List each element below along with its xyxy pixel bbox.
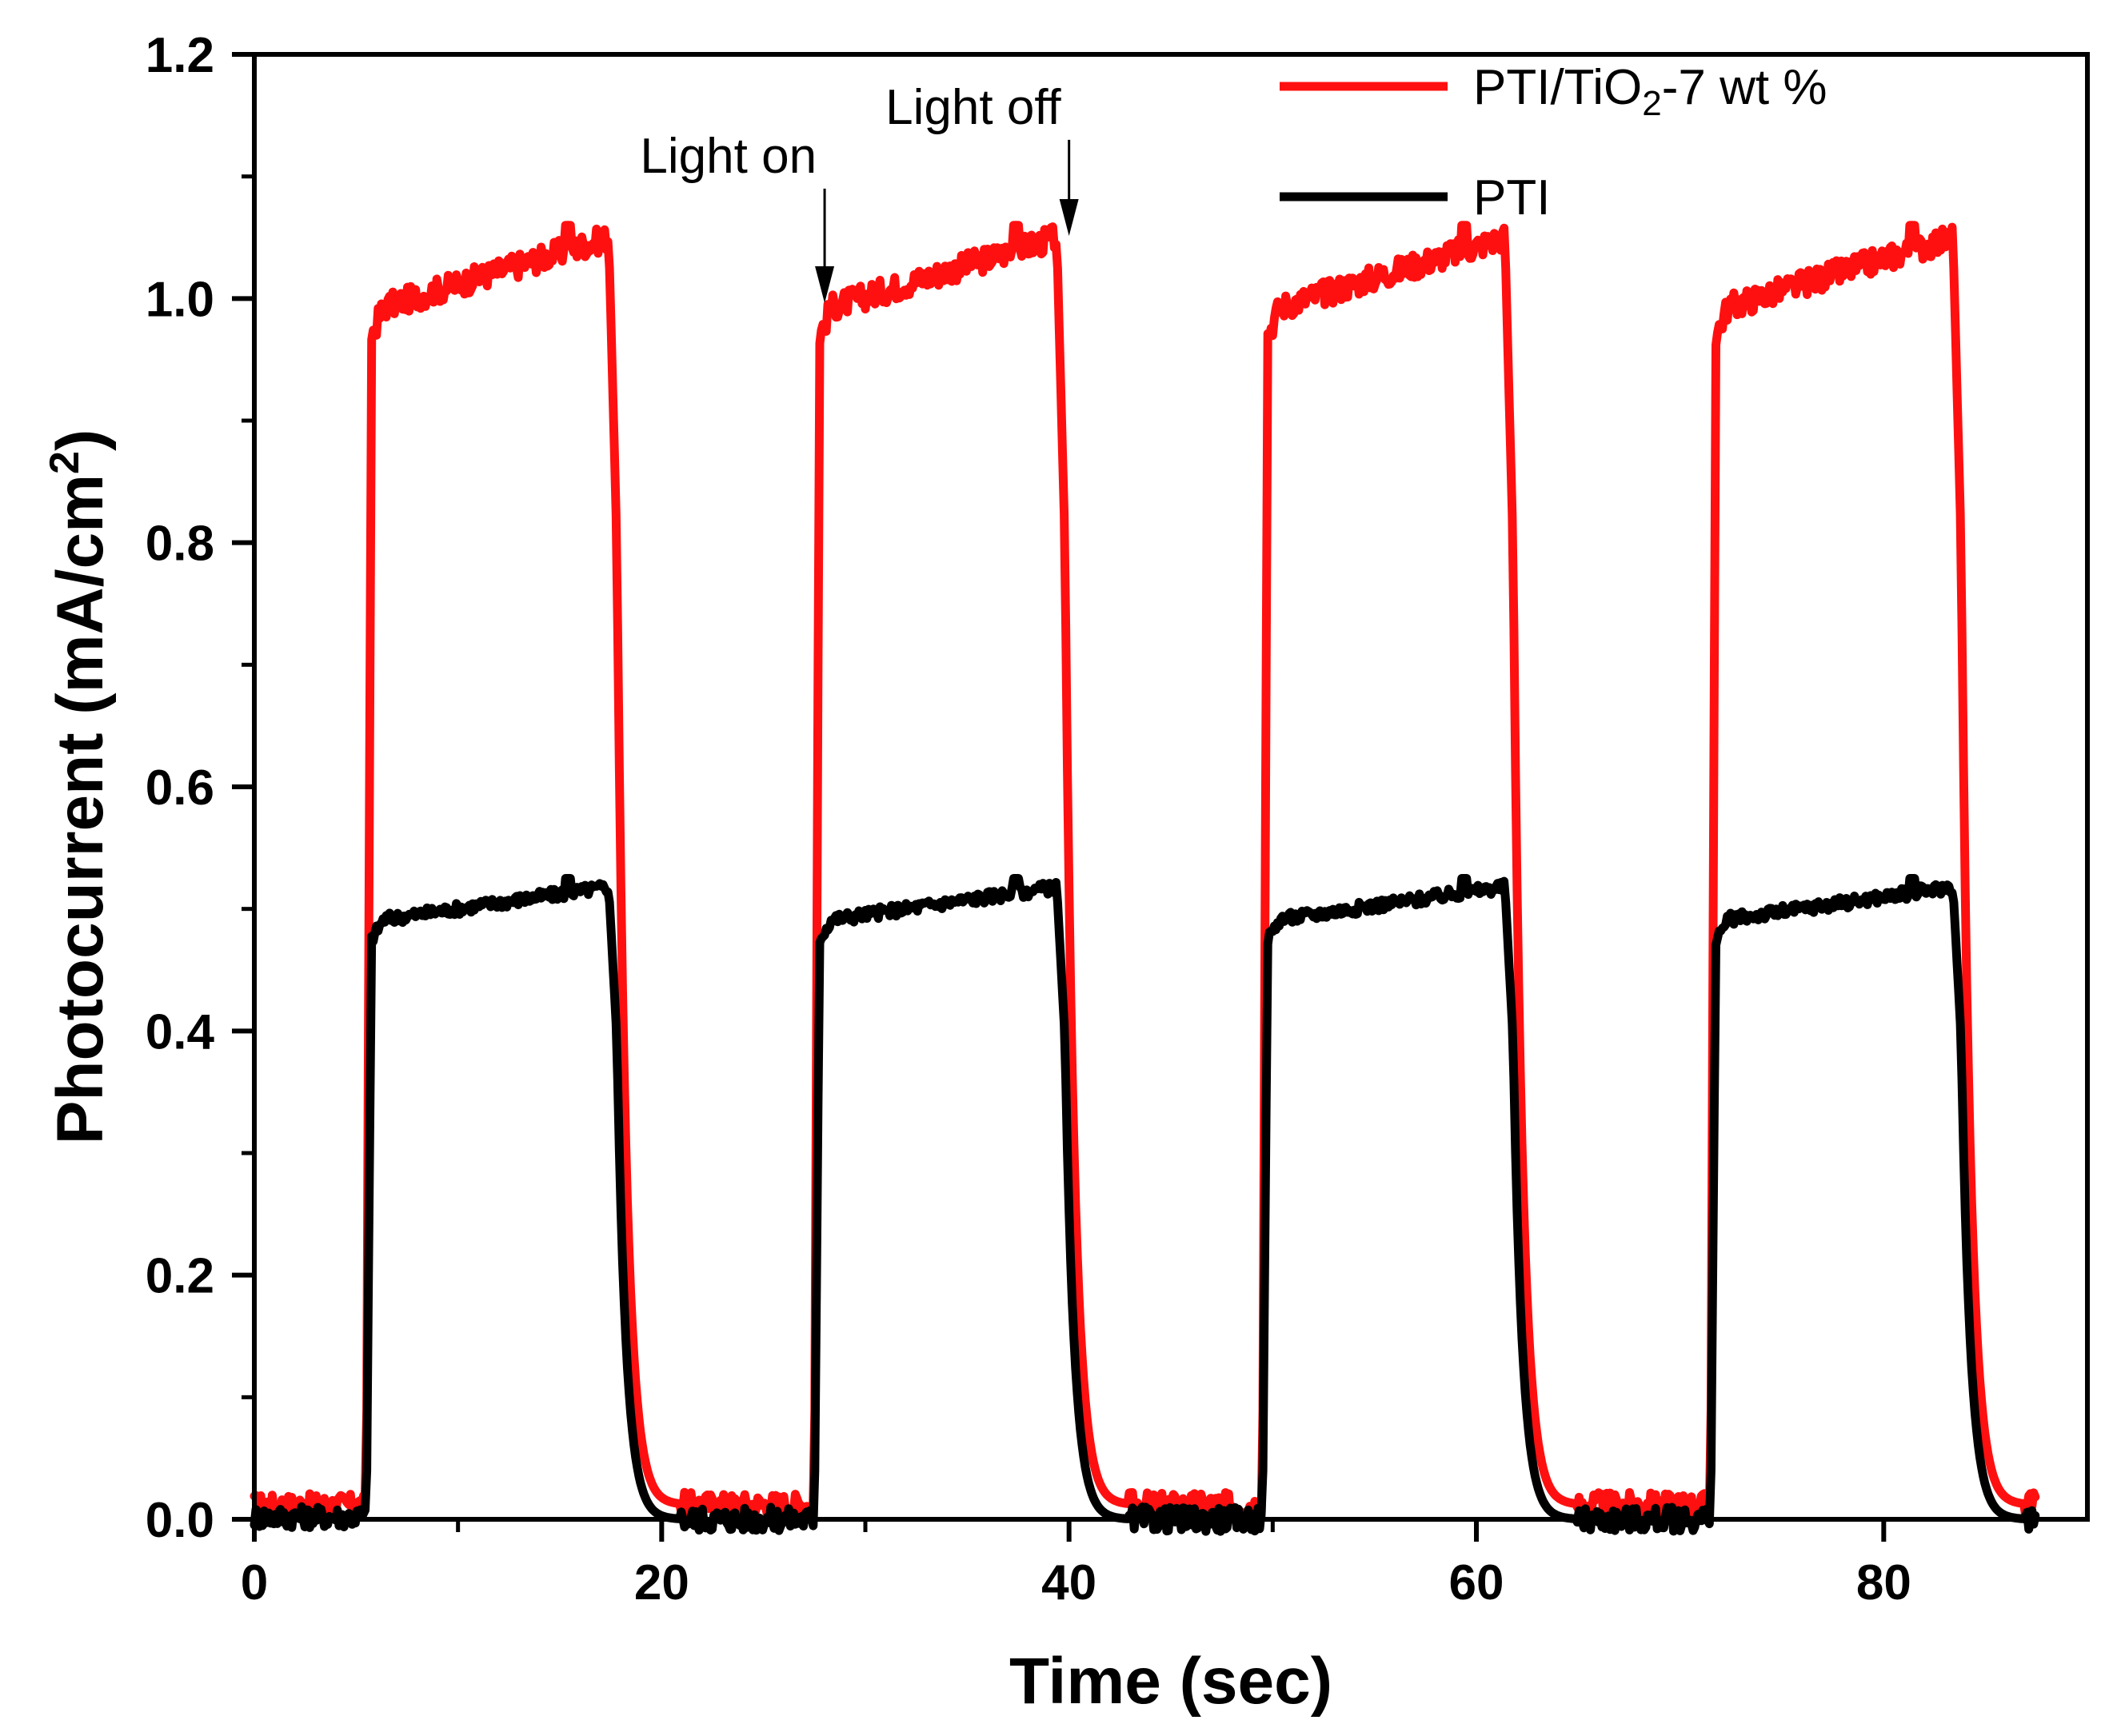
series-line-pti bbox=[250, 874, 2040, 1536]
y-axis-title-superscript: 2 bbox=[42, 451, 88, 474]
x-tick-label: 60 bbox=[1449, 1555, 1504, 1610]
ticks-layer: 0 20 40 60 80 0.0 0.2 0.4 0.6 0.8 1.0 1.2 bbox=[146, 28, 1911, 1610]
legend-label-ptitio2: PTI/TiO2-7 wt % bbox=[1473, 60, 1827, 123]
y-axis-title: Photocurrent (mA/cm2) bbox=[42, 429, 117, 1145]
y-tick-label: 0.0 bbox=[146, 1493, 214, 1548]
annotation-arrow-head bbox=[815, 265, 835, 303]
y-tick-label: 0.4 bbox=[146, 1004, 215, 1060]
x-tick-label: 0 bbox=[241, 1555, 268, 1610]
x-axis-title: Time (sec) bbox=[1009, 1645, 1332, 1718]
annotation-arrow-head bbox=[1059, 199, 1079, 236]
x-tick-label: 20 bbox=[634, 1555, 689, 1610]
series-line-ptitio2 bbox=[250, 221, 2040, 1522]
y-axis-title-close: ) bbox=[44, 429, 117, 451]
y-tick-label: 0.8 bbox=[146, 517, 214, 572]
y-tick-label: 0.6 bbox=[146, 760, 214, 816]
annotations-layer: Light on Light off bbox=[640, 80, 1079, 303]
y-tick-label: 1.0 bbox=[146, 272, 214, 327]
series-layer bbox=[250, 221, 2040, 1536]
x-tick-label: 80 bbox=[1856, 1555, 1911, 1610]
annotation-light-off: Light off bbox=[885, 80, 1061, 135]
legend: PTI/TiO2-7 wt % PTI bbox=[1280, 60, 1827, 225]
annotation-light-on: Light on bbox=[640, 129, 817, 184]
y-tick-label: 1.2 bbox=[146, 28, 214, 83]
x-tick-label: 40 bbox=[1041, 1555, 1096, 1610]
y-axis-title-main: Photocurrent (mA/cm bbox=[44, 474, 117, 1144]
y-tick-label: 0.2 bbox=[146, 1249, 214, 1304]
legend-label-pti: PTI bbox=[1473, 170, 1550, 225]
